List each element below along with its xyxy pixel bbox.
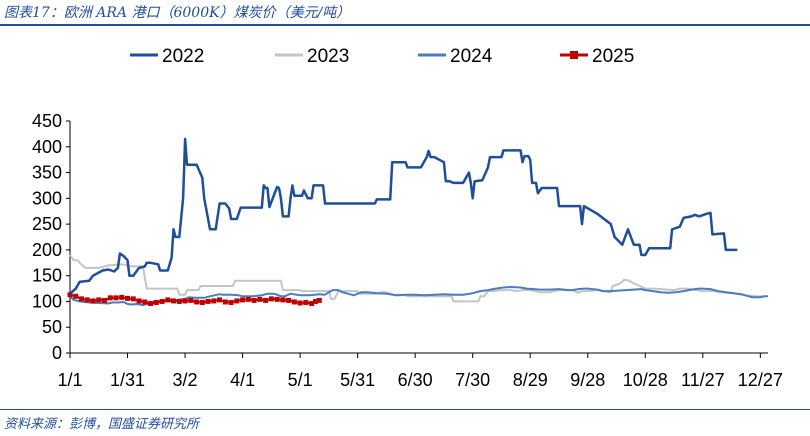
series-marker-2025 <box>257 296 263 302</box>
y-tick-label: 50 <box>42 317 62 337</box>
series-marker-2025 <box>222 299 228 305</box>
series-marker-2025 <box>136 298 142 304</box>
series-marker-2025 <box>119 294 125 300</box>
series-marker-2025 <box>67 292 73 298</box>
series-marker-2025 <box>286 297 292 303</box>
y-tick-label: 0 <box>52 343 62 363</box>
y-tick-label: 400 <box>32 137 62 157</box>
series-marker-2025 <box>274 296 280 302</box>
series-marker-2025 <box>251 297 257 303</box>
x-tick-label: 11/27 <box>681 370 725 390</box>
series-marker-2025 <box>240 297 246 303</box>
x-tick-label: 12/27 <box>738 370 783 390</box>
x-tick-label: 5/1 <box>288 370 313 390</box>
chart-title: 图表17：欧洲 ARA 港口（6000K）煤炭价（美元/吨） <box>4 5 351 21</box>
x-tick-label: 10/28 <box>623 370 668 390</box>
x-tick-label: 6/30 <box>398 370 433 390</box>
series-marker-2025 <box>205 298 211 304</box>
x-tick-label: 1/31 <box>110 370 145 390</box>
series-marker-2025 <box>148 301 154 307</box>
y-tick-label: 350 <box>32 163 62 183</box>
series-marker-2025 <box>142 299 148 305</box>
series-marker-2025 <box>297 300 303 306</box>
y-tick-label: 200 <box>32 240 62 260</box>
series-marker-2025 <box>312 298 318 304</box>
series-marker-2025 <box>228 299 234 305</box>
series-marker-2025 <box>263 297 269 303</box>
series-marker-2025 <box>280 297 286 303</box>
series-marker-2025 <box>268 296 274 302</box>
series-marker-2025 <box>245 296 251 302</box>
series-marker-2025 <box>125 295 131 301</box>
series-lines <box>67 137 768 307</box>
series-line-2023 <box>69 254 765 303</box>
series-marker-2025 <box>79 296 85 302</box>
series-line-2022 <box>69 137 738 295</box>
legend: 2022 2023 2024 2025 <box>130 46 634 67</box>
series-marker-2025 <box>113 295 119 301</box>
series-marker-2025 <box>234 298 240 304</box>
axes: 0 50 100 150 200 250 300 350 400 450 1/1 1/31 3/2 4/1… <box>32 111 783 390</box>
x-tick-label: 5/31 <box>340 370 375 390</box>
series-marker-2025 <box>176 298 182 304</box>
series-marker-2025 <box>107 295 113 301</box>
series-marker-2025 <box>84 297 90 303</box>
series-marker-2025 <box>291 299 297 305</box>
title-rule <box>0 24 810 26</box>
series-marker-2025 <box>73 293 79 299</box>
series-marker-2025 <box>171 298 177 304</box>
series-marker-2025 <box>153 299 159 305</box>
x-tick-label: 3/2 <box>173 370 198 390</box>
y-tick-label: 100 <box>32 291 62 311</box>
series-marker-2025 <box>316 297 322 303</box>
x-tick-label: 9/28 <box>570 370 605 390</box>
legend-label-2022: 2022 <box>162 46 204 67</box>
footer-rule <box>0 409 810 410</box>
series-marker-2025 <box>96 297 102 303</box>
series-marker-2025 <box>194 299 200 305</box>
y-tick-label: 250 <box>32 214 62 234</box>
series-marker-2025 <box>303 299 309 305</box>
series-marker-2025 <box>217 297 223 303</box>
y-tick-label: 450 <box>32 111 62 131</box>
x-tick-label: 8/29 <box>513 370 548 390</box>
series-marker-2025 <box>90 298 96 304</box>
y-tick-label: 300 <box>32 188 62 208</box>
series-marker-2025 <box>165 297 171 303</box>
legend-marker-2025 <box>570 51 578 59</box>
x-tick-label: 1/1 <box>57 370 82 390</box>
x-tick-label: 7/30 <box>455 370 490 390</box>
x-tick-label: 4/1 <box>230 370 255 390</box>
series-marker-2025 <box>211 298 217 304</box>
series-marker-2025 <box>102 297 108 303</box>
y-tick-label: 150 <box>32 266 62 286</box>
legend-label-2023: 2023 <box>307 46 349 67</box>
legend-label-2024: 2024 <box>450 46 493 67</box>
series-marker-2025 <box>188 297 194 303</box>
series-marker-2025 <box>182 298 188 304</box>
legend-label-2025: 2025 <box>592 46 634 67</box>
series-marker-2025 <box>130 296 136 302</box>
source-note: 资料来源：彭博，国盛证券研究所 <box>4 417 200 432</box>
series-marker-2025 <box>199 299 205 305</box>
series-marker-2025 <box>159 298 165 304</box>
series-marker-2025 <box>309 301 315 307</box>
